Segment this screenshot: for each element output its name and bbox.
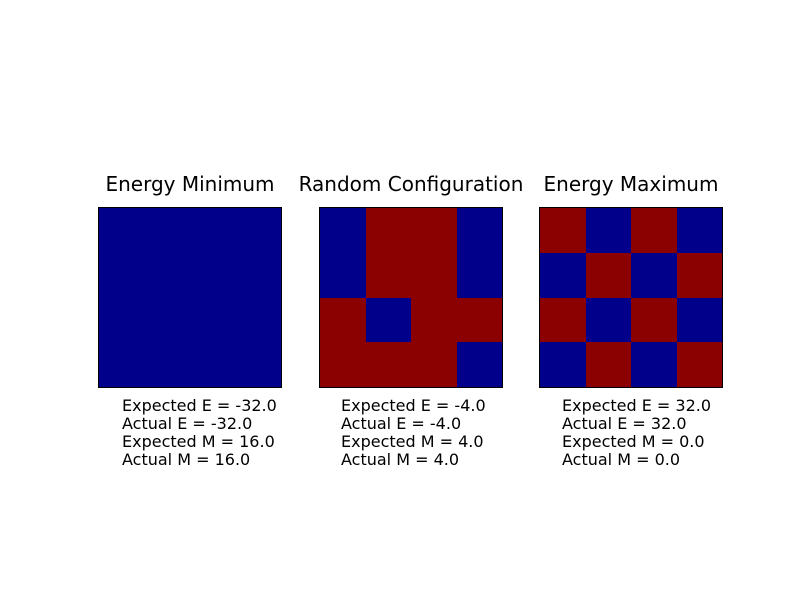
- spin-cell-blue: [631, 342, 677, 387]
- spin-cell-blue: [540, 252, 586, 298]
- spin-cell-blue: [320, 252, 366, 298]
- spin-cell-blue: [585, 297, 631, 343]
- spin-cell-blue: [235, 297, 281, 343]
- spin-cell-blue: [320, 208, 366, 253]
- spin-cell-red: [411, 208, 457, 253]
- spin-cell-blue: [456, 252, 502, 298]
- stat-line-actual-e: Actual E = -32.0: [122, 414, 253, 433]
- spin-cell-red: [320, 342, 366, 387]
- stat-line-expected-m: Expected M = 0.0: [562, 432, 705, 451]
- spin-cell-blue: [456, 342, 502, 387]
- spin-cell-blue: [144, 208, 190, 253]
- spin-cell-red: [585, 252, 631, 298]
- spin-cell-blue: [144, 252, 190, 298]
- spin-cell-red: [456, 297, 502, 343]
- spin-cell-blue: [235, 208, 281, 253]
- stat-line-actual-m: Actual M = 0.0: [562, 450, 681, 469]
- spin-cell-blue: [190, 208, 236, 253]
- spin-cell-blue: [365, 297, 411, 343]
- spin-cell-blue: [190, 252, 236, 298]
- spin-cell-blue: [235, 342, 281, 387]
- stat-line-expected-m: Expected M = 4.0: [341, 432, 484, 451]
- spin-cell-blue: [631, 252, 677, 298]
- spin-cell-blue: [676, 208, 722, 253]
- spin-cell-red: [411, 342, 457, 387]
- stat-line-actual-e: Actual E = 32.0: [562, 414, 687, 433]
- spin-cell-blue: [540, 342, 586, 387]
- spin-cell-blue: [99, 208, 145, 253]
- spin-cell-blue: [99, 342, 145, 387]
- spin-cell-blue: [144, 342, 190, 387]
- spin-cell-red: [676, 252, 722, 298]
- spin-cell-red: [676, 342, 722, 387]
- stat-line-actual-e: Actual E = -4.0: [341, 414, 462, 433]
- spin-cell-red: [320, 297, 366, 343]
- spin-cell-red: [631, 297, 677, 343]
- spin-cell-red: [540, 297, 586, 343]
- spin-cell-blue: [190, 342, 236, 387]
- stat-line-actual-m: Actual M = 16.0: [122, 450, 251, 469]
- spin-cell-blue: [99, 297, 145, 343]
- spin-cell-blue: [99, 252, 145, 298]
- spin-cell-red: [365, 342, 411, 387]
- spin-cell-red: [365, 208, 411, 253]
- stat-line-expected-e: Expected E = 32.0: [562, 396, 712, 415]
- stat-line-expected-e: Expected E = -4.0: [341, 396, 486, 415]
- panel-title-random-configuration: Random Configuration: [298, 172, 524, 196]
- spin-cell-blue: [235, 252, 281, 298]
- spin-cell-blue: [585, 208, 631, 253]
- spin-grid-energy-maximum: [539, 207, 723, 388]
- stat-line-expected-m: Expected M = 16.0: [122, 432, 275, 451]
- spin-cell-blue: [144, 297, 190, 343]
- stat-line-expected-e: Expected E = -32.0: [122, 396, 277, 415]
- panel-title-energy-maximum: Energy Maximum: [543, 172, 719, 196]
- spin-grid-random-configuration: [319, 207, 503, 388]
- spin-cell-blue: [676, 297, 722, 343]
- spin-cell-red: [585, 342, 631, 387]
- spin-cell-red: [411, 297, 457, 343]
- spin-cell-blue: [190, 297, 236, 343]
- stat-line-actual-m: Actual M = 4.0: [341, 450, 460, 469]
- panel-title-energy-minimum: Energy Minimum: [105, 172, 275, 196]
- spin-cell-red: [365, 252, 411, 298]
- stats-block-energy-maximum: Expected E = 32.0 Actual E = 32.0 Expect…: [562, 397, 711, 469]
- stats-block-random-configuration: Expected E = -4.0 Actual E = -4.0 Expect…: [341, 397, 486, 469]
- stats-block-energy-minimum: Expected E = -32.0 Actual E = -32.0 Expe…: [122, 397, 277, 469]
- spin-grid-energy-minimum: [98, 207, 282, 388]
- spin-cell-red: [631, 208, 677, 253]
- spin-cell-blue: [456, 208, 502, 253]
- spin-cell-red: [540, 208, 586, 253]
- spin-cell-red: [411, 252, 457, 298]
